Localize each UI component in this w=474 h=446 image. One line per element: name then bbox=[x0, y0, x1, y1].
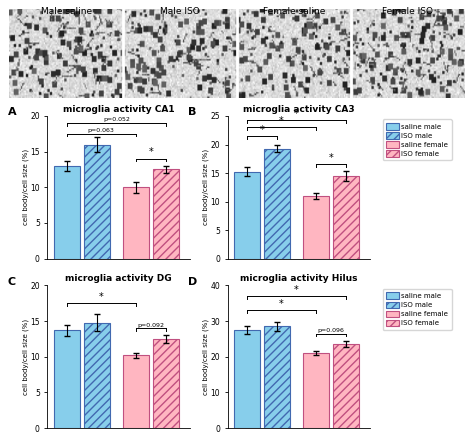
Text: A: A bbox=[8, 107, 16, 117]
Text: Female ISO: Female ISO bbox=[382, 7, 433, 16]
Bar bbox=[84, 145, 110, 259]
Bar bbox=[123, 355, 149, 428]
Bar bbox=[234, 172, 260, 259]
Title: microglia activity CA3: microglia activity CA3 bbox=[243, 105, 355, 114]
Text: D: D bbox=[188, 277, 197, 287]
Text: *: * bbox=[328, 153, 333, 163]
Y-axis label: cell body/cell size (%): cell body/cell size (%) bbox=[202, 319, 209, 395]
Legend: saline male, ISO male, saline female, ISO female: saline male, ISO male, saline female, IS… bbox=[383, 120, 452, 161]
Text: B: B bbox=[188, 107, 196, 117]
Bar bbox=[234, 330, 260, 428]
Title: microglia activity Hilus: microglia activity Hilus bbox=[240, 274, 357, 283]
Text: p=0.063: p=0.063 bbox=[88, 128, 115, 133]
Text: Female saline: Female saline bbox=[263, 7, 325, 16]
Bar bbox=[123, 187, 149, 259]
Text: p=0.092: p=0.092 bbox=[137, 322, 164, 327]
Text: Male saline: Male saline bbox=[41, 7, 92, 16]
Text: *: * bbox=[99, 292, 104, 302]
Bar bbox=[153, 339, 179, 428]
Text: p=0.096: p=0.096 bbox=[318, 328, 345, 333]
Text: *: * bbox=[260, 124, 264, 135]
Bar bbox=[333, 344, 359, 428]
Title: microglia activity CA1: microglia activity CA1 bbox=[63, 105, 174, 114]
Y-axis label: cell body/cell size (%): cell body/cell size (%) bbox=[202, 149, 209, 225]
Text: C: C bbox=[8, 277, 16, 287]
Text: *: * bbox=[148, 147, 153, 157]
Y-axis label: cell body/cell size (%): cell body/cell size (%) bbox=[22, 319, 29, 395]
Text: p=0.052: p=0.052 bbox=[103, 117, 130, 122]
Text: *: * bbox=[279, 116, 284, 126]
Bar bbox=[303, 353, 329, 428]
Bar bbox=[153, 169, 179, 259]
Bar bbox=[54, 330, 80, 428]
Bar bbox=[264, 326, 290, 428]
Text: Male ISO: Male ISO bbox=[160, 7, 200, 16]
Title: microglia activity DG: microglia activity DG bbox=[65, 274, 172, 283]
Bar bbox=[303, 196, 329, 259]
Text: *: * bbox=[279, 299, 284, 309]
Y-axis label: cell body/cell size (%): cell body/cell size (%) bbox=[22, 149, 29, 225]
Legend: saline male, ISO male, saline female, ISO female: saline male, ISO male, saline female, IS… bbox=[383, 289, 452, 330]
Text: *: * bbox=[294, 108, 299, 119]
Bar bbox=[264, 149, 290, 259]
Bar bbox=[54, 166, 80, 259]
Bar bbox=[84, 322, 110, 428]
Text: *: * bbox=[294, 285, 299, 295]
Bar bbox=[333, 176, 359, 259]
